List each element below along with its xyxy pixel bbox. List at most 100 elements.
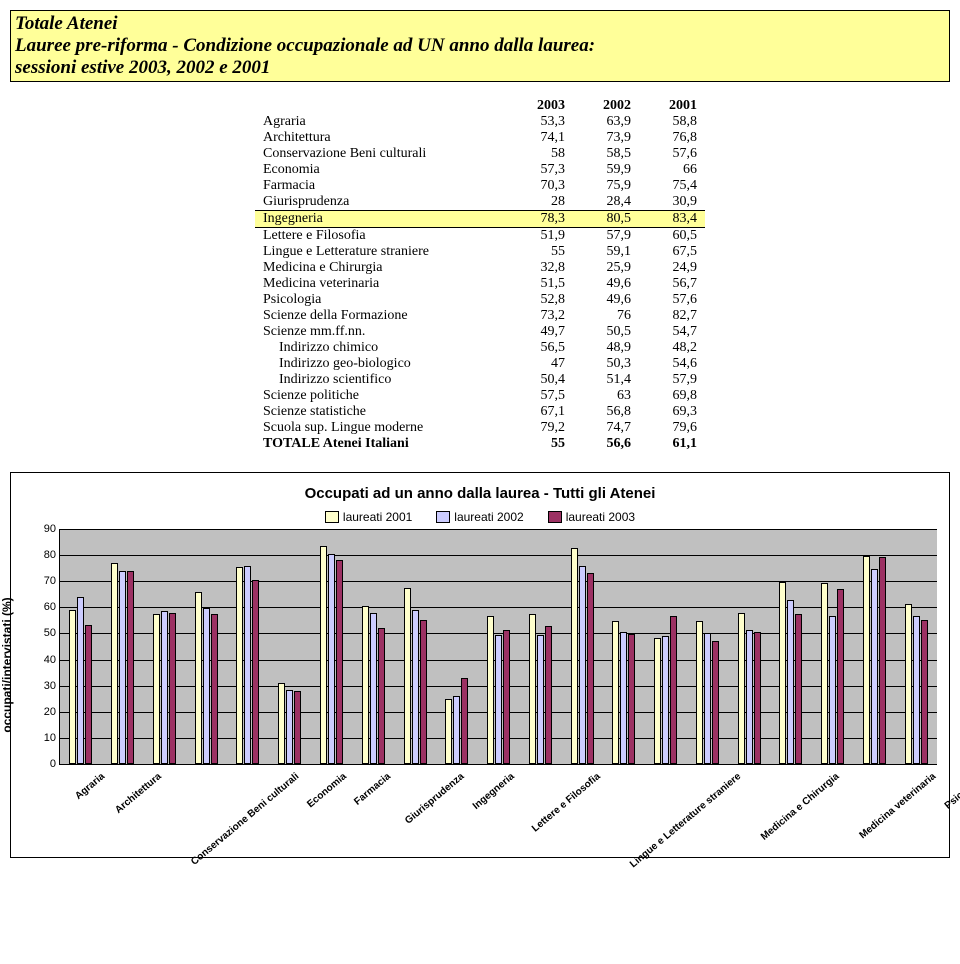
bar <box>905 604 912 764</box>
bar-group <box>227 529 269 764</box>
cell-value: 59,9 <box>573 162 639 178</box>
bar-group <box>854 529 896 764</box>
cell-value: 47 <box>507 356 573 372</box>
cell-value: 28 <box>507 194 573 211</box>
cell-value: 82,7 <box>639 308 705 324</box>
bar <box>69 610 76 764</box>
x-tick-label: Medicina veterinaria <box>857 771 960 902</box>
bar-group <box>269 529 311 764</box>
bar <box>77 597 84 764</box>
page-title: Totale Atenei <box>15 13 945 35</box>
row-label: TOTALE Atenei Italiani <box>255 436 507 452</box>
cell-value: 57,9 <box>639 372 705 388</box>
cell-value: 57,3 <box>507 162 573 178</box>
cell-value: 76 <box>573 308 639 324</box>
cell-value: 58 <box>507 146 573 162</box>
table-row: Indirizzo geo-biologico4750,354,6 <box>255 356 705 372</box>
table-row: Medicina veterinaria51,549,656,7 <box>255 276 705 292</box>
cell-value: 58,8 <box>639 114 705 130</box>
cell-value: 67,1 <box>507 404 573 420</box>
bar <box>712 641 719 764</box>
y-tick-label: 90 <box>32 523 60 535</box>
cell-value: 56,5 <box>507 340 573 356</box>
bar-group <box>60 529 102 764</box>
bar <box>696 621 703 764</box>
cell-value: 28,4 <box>573 194 639 211</box>
bar <box>244 566 251 764</box>
table-row: Scuola sup. Lingue moderne79,274,779,6 <box>255 420 705 436</box>
row-label: Economia <box>255 162 507 178</box>
cell-value: 70,3 <box>507 178 573 194</box>
cell-value: 51,9 <box>507 228 573 245</box>
col-2001: 2001 <box>639 98 705 114</box>
table-row: Medicina e Chirurgia32,825,924,9 <box>255 260 705 276</box>
cell-value: 57,9 <box>573 228 639 245</box>
table-row: Scienze politiche57,56369,8 <box>255 388 705 404</box>
bar <box>362 606 369 764</box>
bar <box>863 556 870 764</box>
bar <box>787 600 794 765</box>
cell-value: 50,5 <box>573 324 639 340</box>
cell-value: 30,9 <box>639 194 705 211</box>
cell-value: 61,1 <box>639 436 705 452</box>
cell-value: 50,4 <box>507 372 573 388</box>
data-table: 2003 2002 2001 Agraria53,363,958,8Archit… <box>255 98 705 452</box>
bar <box>445 699 452 764</box>
y-tick-label: 10 <box>32 732 60 744</box>
y-tick-label: 20 <box>32 706 60 718</box>
bar-group <box>102 529 144 764</box>
cell-value: 50,3 <box>573 356 639 372</box>
cell-value: 66 <box>639 162 705 178</box>
bar <box>487 616 494 764</box>
row-label: Agraria <box>255 114 507 130</box>
bar <box>195 592 202 764</box>
cell-value: 60,5 <box>639 228 705 245</box>
legend-item: laureati 2003 <box>548 510 635 524</box>
bar <box>111 563 118 764</box>
bar <box>404 588 411 764</box>
bar-group <box>561 529 603 764</box>
cell-value: 73,2 <box>507 308 573 324</box>
row-label: Psicologia <box>255 292 507 308</box>
bar-group <box>728 529 770 764</box>
bar-group <box>603 529 645 764</box>
bar-group <box>144 529 186 764</box>
legend-item: laureati 2002 <box>436 510 523 524</box>
x-tick-label: Lingue e Letterature straniere <box>628 771 794 931</box>
bar <box>545 626 552 764</box>
bar-group <box>478 529 520 764</box>
legend-label: laureati 2003 <box>566 510 635 524</box>
bar-group <box>519 529 561 764</box>
cell-value: 74,1 <box>507 130 573 146</box>
cell-value: 76,8 <box>639 130 705 146</box>
row-label: Indirizzo chimico <box>255 340 507 356</box>
bar <box>153 614 160 764</box>
row-label: Conservazione Beni culturali <box>255 146 507 162</box>
y-tick-label: 0 <box>32 758 60 770</box>
cell-value: 59,1 <box>573 244 639 260</box>
table-row: Scienze statistiche67,156,869,3 <box>255 404 705 420</box>
chart-legend: laureati 2001laureati 2002laureati 2003 <box>23 510 937 524</box>
bar <box>821 583 828 764</box>
bar <box>85 625 92 764</box>
bar <box>837 589 844 764</box>
bar <box>738 613 745 764</box>
bar <box>320 546 327 764</box>
bar <box>378 628 385 764</box>
row-label: Scienze mm.ff.nn. <box>255 324 507 340</box>
row-label: Giurisprudenza <box>255 194 507 211</box>
bar <box>252 580 259 764</box>
header-block: Totale Atenei Lauree pre-riforma - Condi… <box>10 10 950 82</box>
cell-value: 56,8 <box>573 404 639 420</box>
bar <box>587 573 594 764</box>
bar <box>503 630 510 764</box>
bar <box>169 613 176 764</box>
bar <box>871 569 878 764</box>
bar-group <box>436 529 478 764</box>
table-row: Giurisprudenza2828,430,9 <box>255 194 705 211</box>
grid-line <box>60 764 937 765</box>
cell-value: 49,7 <box>507 324 573 340</box>
chart-title: Occupati ad un anno dalla laurea - Tutti… <box>23 485 937 502</box>
col-2003: 2003 <box>507 98 573 114</box>
table-row: Economia57,359,966 <box>255 162 705 178</box>
